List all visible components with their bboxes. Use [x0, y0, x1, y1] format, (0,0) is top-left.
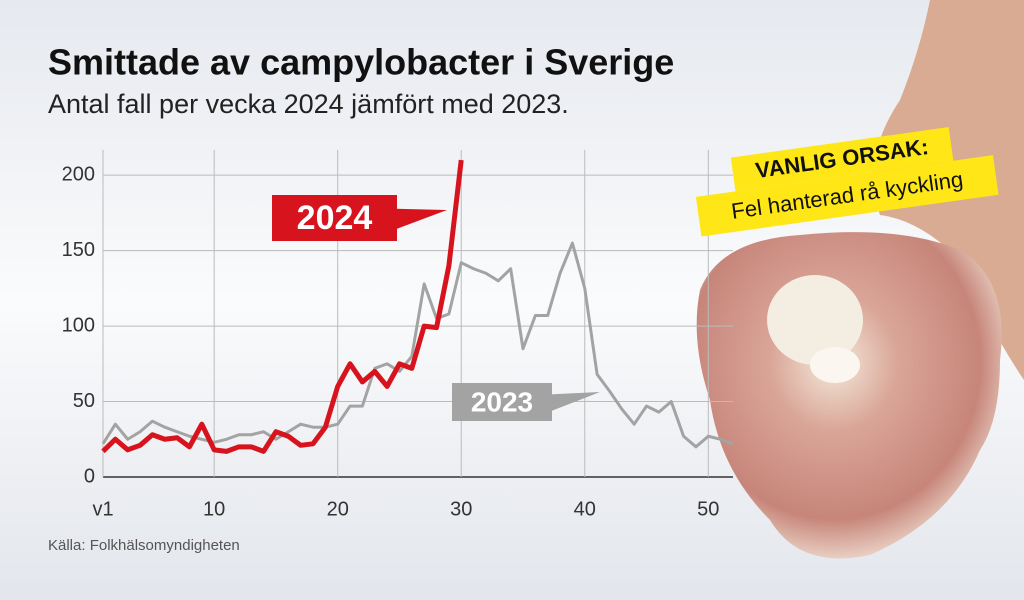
source: Källa: Folkhälsomyndigheten: [48, 537, 240, 554]
x-tick-label: 10: [203, 498, 225, 520]
label-pointer: [550, 392, 600, 412]
y-tick-label: 200: [62, 163, 95, 185]
legend-label: 2024: [297, 199, 373, 237]
legend-box: [272, 195, 397, 241]
label-pointer: [395, 208, 447, 230]
legend-label: 2023: [471, 386, 533, 417]
y-tick-label: 100: [62, 314, 95, 336]
y-tick-label: 0: [84, 465, 95, 487]
x-tick-label: 20: [327, 498, 349, 520]
chart-title: Smittade av campylobacter i Sverige: [48, 42, 674, 83]
x-tick-label: v1: [92, 498, 113, 520]
y-tick-label: 150: [62, 239, 95, 261]
chart-subtitle: Antal fall per vecka 2024 jämfört med 20…: [48, 89, 569, 119]
x-tick-label: 40: [574, 498, 596, 520]
annotation-box: [695, 155, 999, 237]
annotation-box: [730, 127, 954, 192]
y-tick-label: 50: [73, 390, 95, 412]
x-tick-label: 50: [697, 498, 719, 520]
series-line: [101, 159, 464, 454]
x-tick-label: 30: [450, 498, 472, 520]
plot: 0 50 100 150 200 v1 10 20 30 40 50 2024 2023: [62, 150, 734, 520]
legend-box: [452, 383, 552, 421]
